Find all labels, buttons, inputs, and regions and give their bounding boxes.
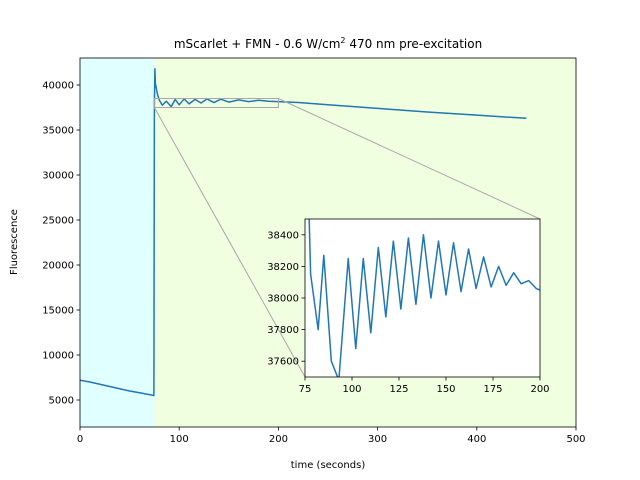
- y-axis-label: Fluorescence: [9, 209, 20, 275]
- main-x-ticks: 0 100 200 300 400 500: [77, 427, 586, 445]
- y-tick-label: 10000: [42, 351, 74, 362]
- inset-x-tick-label: 150: [436, 384, 455, 395]
- series-line-0: [79, 68, 527, 397]
- x-tick-label: 500: [566, 434, 585, 445]
- y-tick-label: 25000: [42, 216, 74, 227]
- x-tick-label: 300: [368, 434, 387, 445]
- zoom-box: [153, 98, 279, 108]
- inset-y-ticks: 37600 37800 38000 38200 38400: [267, 230, 305, 368]
- inset-y-tick-label: 38200: [267, 262, 299, 273]
- y-tick-label: 30000: [42, 171, 74, 182]
- inset-y-tick-label: 37800: [267, 325, 299, 336]
- x-axis-label: time (seconds): [291, 460, 366, 471]
- inset-axes: 75 100 125 150 175 200 37600 37800 38000 38200 38…: [267, 218, 550, 395]
- zoom-connector-right: [278, 98, 541, 220]
- inset-x-tick-label: 200: [530, 384, 549, 395]
- y-tick-label: 40000: [42, 81, 74, 92]
- x-tick-label: 200: [269, 434, 288, 445]
- chart-title: mScarlet + FMN - 0.6 W/cm2 470 nm pre-ex…: [174, 36, 482, 51]
- inset-lines: [308, 219, 540, 377]
- x-tick-label: 0: [77, 434, 83, 445]
- region-0: [80, 58, 155, 427]
- main-lines: [79, 68, 527, 397]
- x-tick-label: 100: [170, 434, 189, 445]
- inset-series-line-0: [308, 219, 540, 377]
- inset-y-tick-label: 38000: [267, 294, 299, 305]
- inset-y-tick-label: 37600: [267, 357, 299, 368]
- inset-x-tick-label: 175: [483, 384, 502, 395]
- chart-title-suffix: 470 nm pre-excitation: [346, 37, 483, 51]
- inset-y-tick-label: 38400: [267, 230, 299, 241]
- chart-title-superscript: 2: [340, 36, 345, 45]
- main-y-ticks: 5000 10000 15000 20000 25000 30000 35000 40000: [42, 81, 80, 407]
- zoom-indicator: [153, 98, 541, 378]
- y-tick-label: 35000: [42, 126, 74, 137]
- x-tick-label: 400: [467, 434, 486, 445]
- y-tick-label: 20000: [42, 261, 74, 272]
- zoom-connector-left: [153, 107, 306, 378]
- inset-x-ticks: 75 100 125 150 175 200: [299, 377, 550, 395]
- inset-x-tick-label: 75: [299, 384, 312, 395]
- inset-x-tick-label: 125: [389, 384, 408, 395]
- y-tick-label: 15000: [42, 306, 74, 317]
- y-tick-label: 5000: [49, 396, 74, 407]
- main-axes-frame: [79, 57, 577, 428]
- chart-title-main: mScarlet + FMN - 0.6 W/cm: [174, 37, 341, 51]
- inset-x-tick-label: 100: [342, 384, 361, 395]
